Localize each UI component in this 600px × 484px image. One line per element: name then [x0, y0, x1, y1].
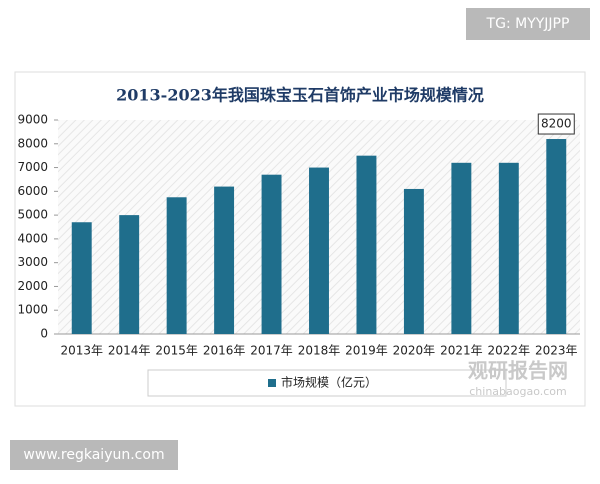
- y-tick-label: 3000: [17, 255, 48, 269]
- y-tick-label: 0: [40, 327, 48, 341]
- logo-url: chinabaogao.com: [469, 385, 567, 398]
- x-tick-label: 2013年: [60, 344, 103, 358]
- x-tick-label: 2019年: [345, 344, 388, 358]
- legend-box: [147, 369, 507, 397]
- logo-name: 观研报告网: [468, 359, 568, 383]
- y-tick-label: 4000: [17, 231, 48, 245]
- x-tick-label: 2022年: [488, 344, 531, 358]
- bar: [309, 167, 329, 334]
- x-tick-label: 2020年: [393, 344, 436, 358]
- y-tick-label: 2000: [17, 279, 48, 293]
- x-tick-label: 2016年: [203, 344, 246, 358]
- y-tick-label: 9000: [17, 113, 48, 127]
- bar: [546, 139, 567, 334]
- watermark-text: TG: MYYJJPP: [486, 16, 570, 32]
- chart-title: 2013-2023年我国珠宝玉石首饰产业市场规模情况: [116, 86, 484, 105]
- x-tick-label: 2014年: [108, 344, 151, 358]
- bar: [71, 222, 92, 334]
- bar: [403, 188, 424, 334]
- y-tick-label: 5000: [17, 208, 48, 222]
- watermark-text: www.regkaiyun.com: [23, 447, 164, 463]
- y-tick-label: 8000: [17, 136, 48, 150]
- plot: 0 1000 2000 3000 4000 5000 6000 7000 8000 9000 201…: [17, 113, 580, 390]
- watermark-box: [466, 8, 590, 40]
- y-tick-label: 1000: [17, 303, 48, 317]
- bar: [166, 197, 187, 334]
- bar: [356, 155, 377, 334]
- y-tick-label: 7000: [17, 160, 48, 174]
- x-tick-label: 2021年: [440, 344, 483, 358]
- legend-label: 市场规模（亿元）: [281, 375, 377, 390]
- data-label-box: [537, 113, 575, 135]
- x-tick-label: 2018年: [298, 344, 341, 358]
- bar: [261, 174, 282, 334]
- bar: [498, 162, 519, 334]
- bar: [451, 162, 472, 334]
- watermark-box: [10, 440, 178, 470]
- x-tick-label: 2015年: [155, 344, 198, 358]
- x-tick-label: 2017年: [250, 344, 293, 358]
- x-tick-label: 2023年: [535, 344, 578, 358]
- data-label: 8200: [541, 117, 572, 131]
- y-tick-label: 6000: [17, 184, 48, 198]
- bar: [214, 186, 235, 334]
- legend-swatch: [268, 379, 276, 387]
- bar: [119, 215, 140, 334]
